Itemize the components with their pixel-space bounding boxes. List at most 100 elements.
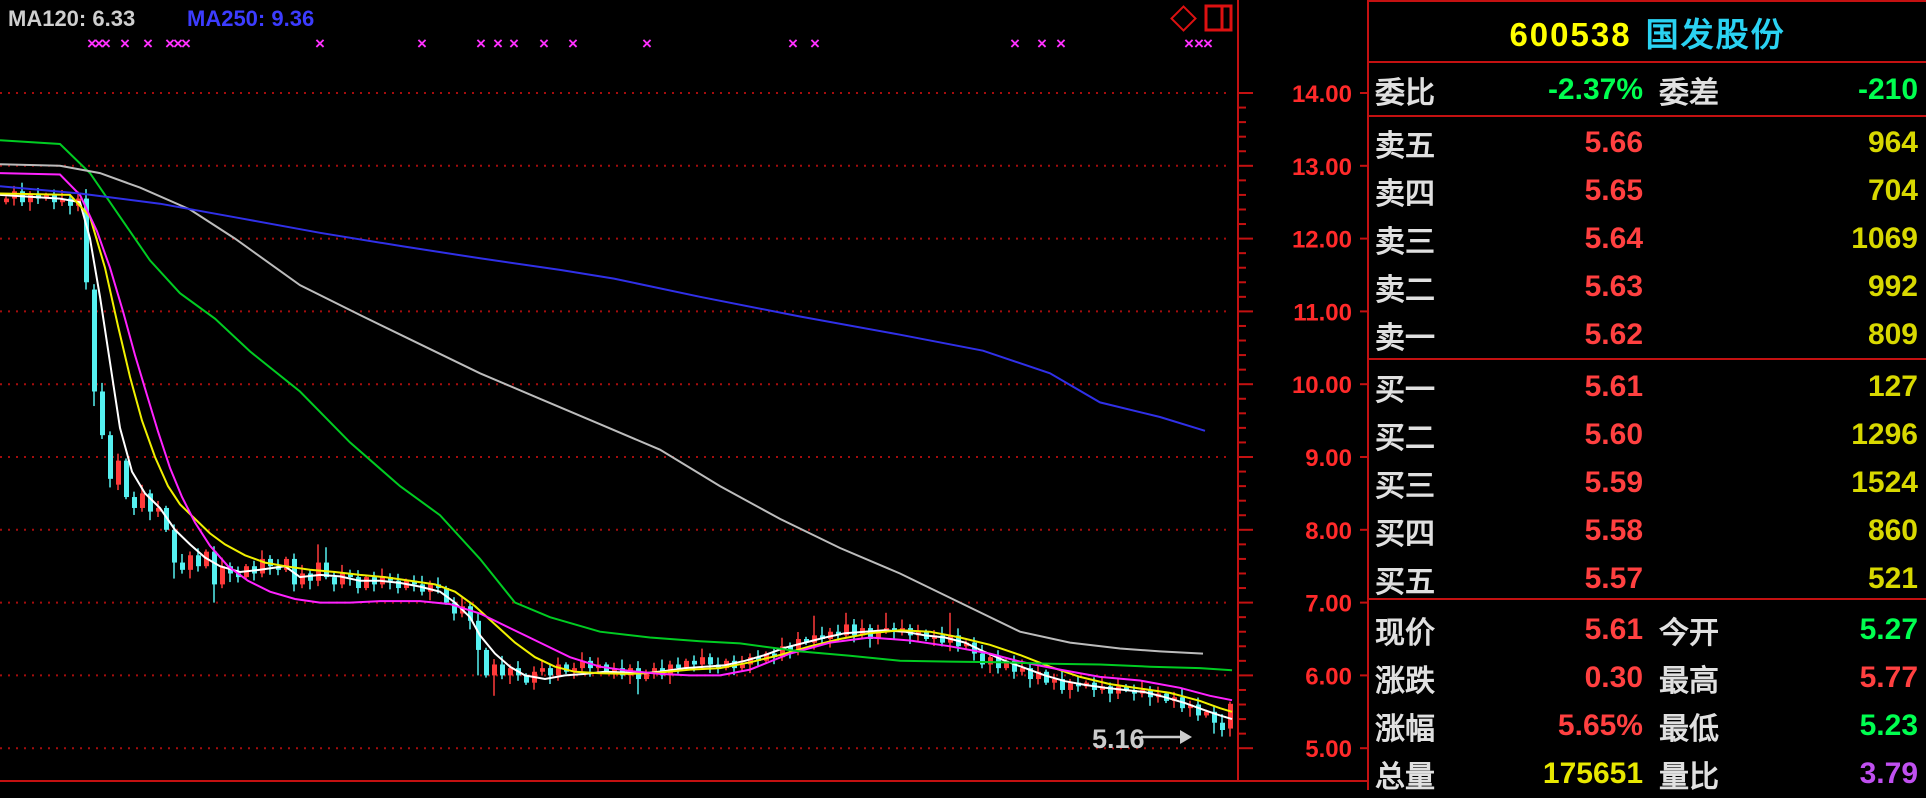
bid-label: 买三	[1375, 470, 1435, 503]
event-marker-icon: ×	[1194, 34, 1204, 53]
bid-row[interactable]: 买五 5.57 521	[1371, 555, 1926, 603]
bid-qty: 1524	[1851, 466, 1918, 499]
bid-row[interactable]: 买三 5.59 1524	[1371, 459, 1926, 507]
event-marker-icon: ×	[1203, 34, 1213, 53]
candle-body	[852, 624, 857, 636]
candle-body	[148, 493, 153, 512]
bid-row[interactable]: 买四 5.58 860	[1371, 507, 1926, 555]
ask-row[interactable]: 卖二 5.63 992	[1371, 263, 1926, 311]
candle-body	[364, 577, 369, 589]
candle-body	[748, 657, 753, 665]
candle-body	[524, 675, 529, 683]
stat-row: 现价 5.61 今开 5.27	[1371, 606, 1926, 654]
candle-body	[284, 558, 289, 570]
candle-body	[804, 639, 809, 643]
candle-body	[100, 391, 105, 436]
stat-value: 5.23	[1859, 709, 1918, 742]
event-marker-icon: ×	[87, 34, 97, 53]
candle-body	[92, 289, 97, 392]
candle-body	[1204, 711, 1209, 716]
event-marker-icon: ×	[120, 34, 130, 53]
candle-body	[1228, 703, 1233, 729]
candle-body	[140, 493, 145, 508]
event-marker-icon: ×	[165, 34, 175, 53]
candle-body	[308, 573, 313, 581]
ask-label: 卖二	[1375, 274, 1435, 307]
candle-body	[236, 573, 241, 578]
ma10-line	[0, 192, 1233, 713]
candle-body	[196, 555, 201, 567]
candle-body	[60, 198, 65, 203]
stat-label: 量比	[1659, 761, 1719, 794]
candle-body	[132, 497, 137, 508]
y-axis-label: 12.00	[1292, 227, 1352, 254]
price-gridlines	[0, 92, 1232, 750]
ma120-legend: MA120: 6.33	[8, 6, 135, 31]
stat-value: 5.27	[1859, 613, 1918, 646]
candle-body	[484, 649, 489, 676]
candle-body	[68, 198, 73, 206]
stat-value: 5.61	[1584, 613, 1643, 646]
stat-label: 涨幅	[1375, 713, 1435, 746]
candle-body	[116, 460, 121, 485]
ask-qty: 809	[1867, 318, 1918, 351]
ask-row[interactable]: 卖三 5.64 1069	[1371, 215, 1926, 263]
stat-label: 涨跌	[1375, 665, 1435, 698]
y-axis-label: 10.00	[1292, 372, 1352, 399]
y-axis: 14.00 13.00 12.00 11.00 10.00 9.00 8.00 7.00 6.0…	[0, 0, 1367, 782]
candle-body	[452, 602, 457, 614]
diamond-icon[interactable]	[1170, 5, 1197, 32]
ask-price: 5.64	[1584, 222, 1643, 255]
ma120-line	[0, 163, 1204, 655]
bid-price: 5.57	[1584, 562, 1643, 595]
stock-title: 600538 国发股份	[1369, 8, 1926, 56]
event-marker-icon: ×	[143, 34, 153, 53]
panel-divider	[1369, 115, 1926, 117]
candle-body	[1052, 679, 1057, 683]
candle-body	[260, 558, 265, 574]
stat-label: 最高	[1659, 665, 1719, 698]
bid-qty: 860	[1867, 514, 1918, 547]
bid-row[interactable]: 买二 5.60 1296	[1371, 411, 1926, 459]
candle-body	[676, 664, 681, 669]
bid-row[interactable]: 买一 5.61 127	[1371, 363, 1926, 411]
panel-divider	[1369, 0, 1926, 2]
candle-body	[844, 624, 849, 636]
event-marker-icon: ×	[181, 34, 191, 53]
candle-body	[652, 668, 657, 672]
bid-price: 5.58	[1584, 514, 1643, 547]
quote-panel: 600538 国发股份 委比 -2.37% 委差 -210 卖五 5.66 964 卖四…	[1367, 0, 1926, 794]
stat-row: 涨幅 5.65% 最低 5.23	[1371, 702, 1926, 750]
ask-price: 5.62	[1584, 318, 1643, 351]
y-axis-label: 8.00	[1305, 518, 1352, 545]
candle-body	[988, 657, 993, 665]
stat-label: 今开	[1659, 617, 1719, 650]
ma5-line	[0, 193, 1233, 721]
event-marker-icon: ×	[1184, 34, 1194, 53]
y-axis-label: 7.00	[1305, 591, 1352, 618]
candle-body	[1036, 671, 1041, 680]
candle-body	[212, 551, 217, 585]
low-price-annotation: 5.16	[1092, 724, 1192, 754]
candle-body	[428, 584, 433, 592]
ask-row[interactable]: 卖一 5.62 809	[1371, 311, 1926, 359]
stat-label: 最低	[1659, 713, 1719, 746]
ask-row[interactable]: 卖四 5.65 704	[1371, 167, 1926, 215]
window-split-icon[interactable]	[1204, 4, 1233, 32]
candle-body	[788, 646, 793, 650]
panel-divider	[1369, 61, 1926, 63]
ask-row[interactable]: 卖五 5.66 964	[1371, 119, 1926, 167]
candle-body	[508, 668, 513, 676]
bid-qty: 127	[1867, 370, 1918, 403]
arrow-right-icon	[1180, 730, 1192, 744]
candle-body	[780, 646, 785, 658]
stat-value: 175651	[1542, 757, 1643, 790]
candle-body	[4, 198, 9, 203]
ask-price: 5.66	[1584, 126, 1643, 159]
candle-body	[692, 660, 697, 665]
candle-body	[44, 194, 49, 199]
stat-row: 总量 175651 量比 3.79	[1371, 750, 1926, 798]
event-marker-icon: ×	[94, 34, 104, 53]
ask-price: 5.65	[1584, 174, 1643, 207]
